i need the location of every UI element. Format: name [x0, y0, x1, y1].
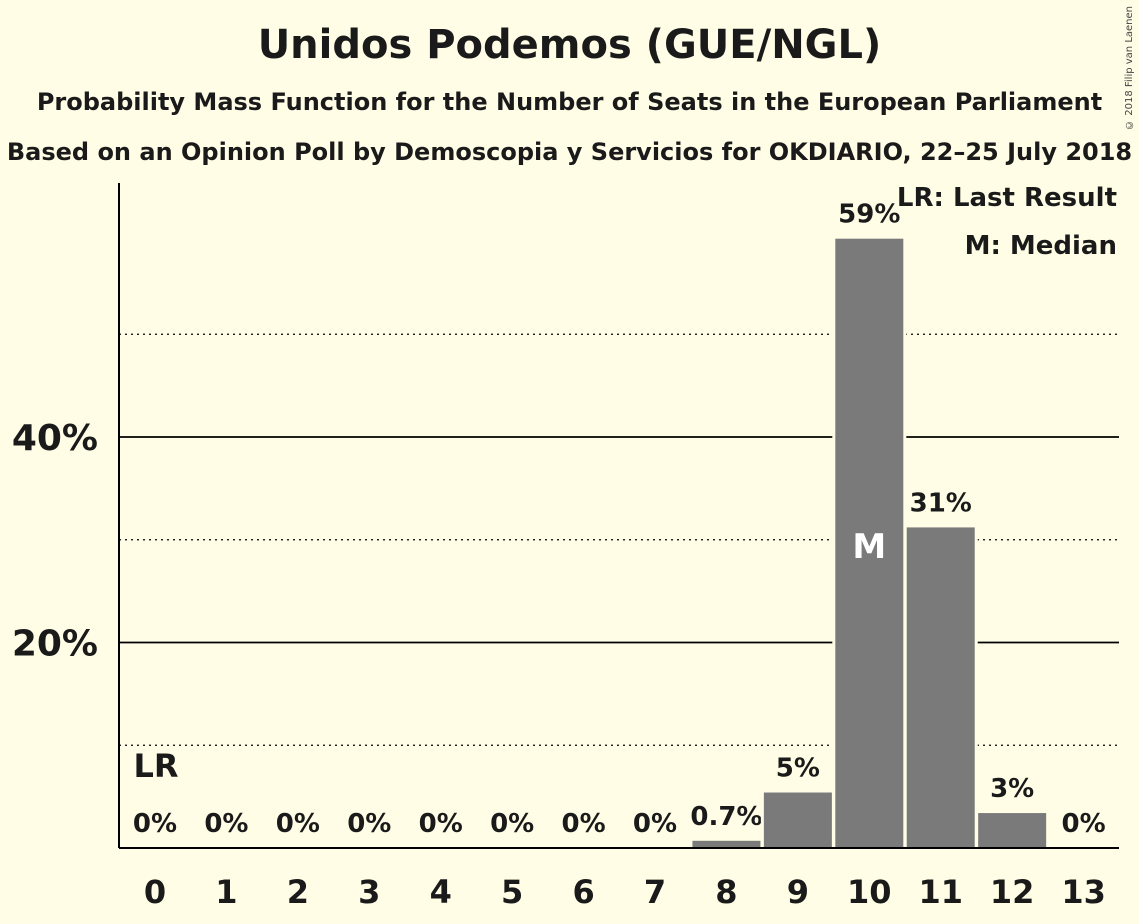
- x-tick-label: 7: [644, 873, 666, 911]
- bar-value-label: 0%: [1062, 809, 1106, 839]
- x-tick-label: 11: [918, 873, 963, 911]
- x-tick-label: 10: [847, 873, 892, 911]
- legend-median: M: Median: [964, 231, 1117, 261]
- bar-value-label: 0%: [562, 809, 606, 839]
- bar-value-label: 0%: [490, 809, 534, 839]
- x-tick-label: 0: [144, 873, 166, 911]
- bar-value-label: 0%: [419, 809, 463, 839]
- bar-value-label: 3%: [990, 774, 1034, 804]
- x-tick-label: 9: [787, 873, 809, 911]
- bar: [763, 792, 832, 848]
- bar-value-label: 59%: [838, 200, 900, 230]
- bar: [835, 238, 904, 848]
- legend-last-result: LR: Last Result: [896, 183, 1117, 213]
- x-tick-label: 5: [501, 873, 523, 911]
- x-tick-label: 12: [990, 873, 1035, 911]
- bar-value-label: 0%: [633, 809, 677, 839]
- chart-title: Unidos Podemos (GUE/NGL): [257, 22, 882, 68]
- chart-subtitle: Probability Mass Function for the Number…: [36, 88, 1103, 116]
- bar-value-label: 5%: [776, 754, 820, 784]
- x-tick-label: 8: [715, 873, 737, 911]
- x-tick-label: 4: [430, 873, 452, 911]
- bar: [906, 527, 975, 848]
- median-marker: M: [852, 527, 886, 567]
- bar-value-label: 0%: [204, 809, 248, 839]
- bar-value-label: 0%: [276, 809, 320, 839]
- x-tick-label: 13: [1061, 873, 1106, 911]
- bar: [692, 840, 761, 848]
- x-tick-label: 2: [287, 873, 309, 911]
- x-tick-label: 6: [572, 873, 594, 911]
- x-tick-label: 3: [358, 873, 380, 911]
- y-tick-label: 40%: [12, 418, 98, 459]
- bar-value-label: 31%: [910, 488, 972, 518]
- y-tick-label: 20%: [12, 624, 98, 665]
- x-tick-label: 1: [215, 873, 237, 911]
- bar-value-label: 0%: [133, 809, 177, 839]
- bar-value-label: 0%: [347, 809, 391, 839]
- bar-value-label: 0.7%: [690, 802, 762, 832]
- bar: [978, 813, 1047, 848]
- last-result-marker: LR: [133, 747, 178, 785]
- chart-source: Based on an Opinion Poll by Demoscopia y…: [6, 138, 1133, 166]
